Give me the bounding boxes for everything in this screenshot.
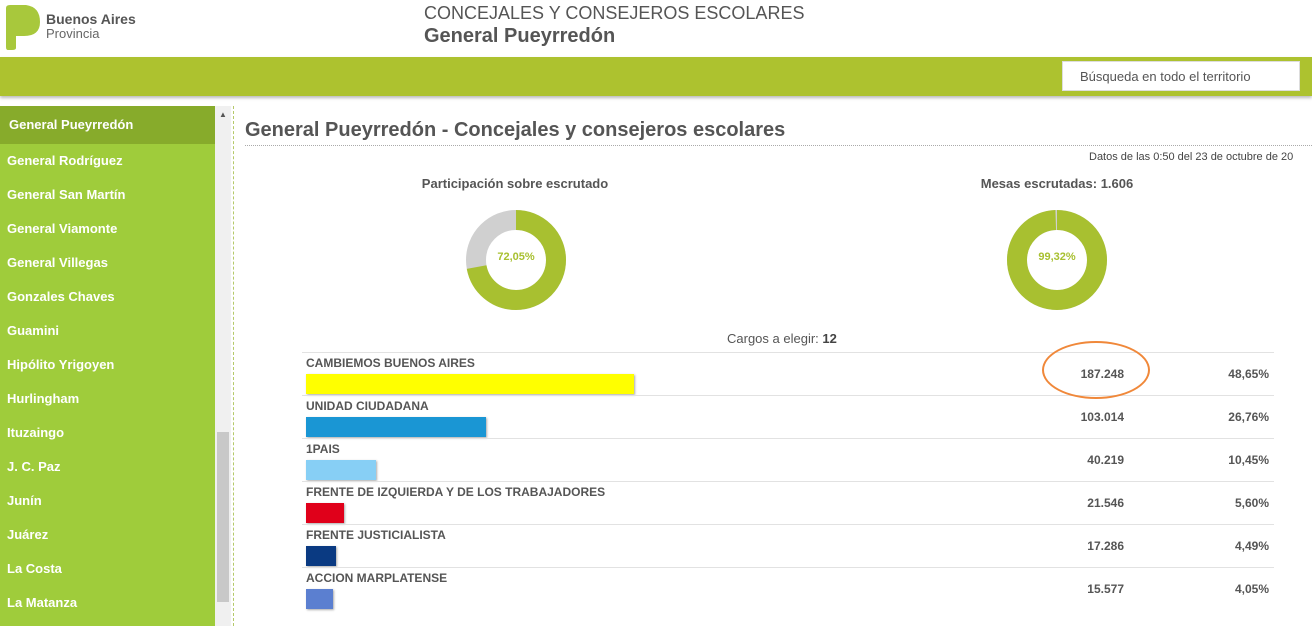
scroll-up-icon[interactable]: ▲ bbox=[219, 110, 227, 119]
party-row: FRENTE JUSTICIALISTA 17.286 4,49% bbox=[302, 524, 1274, 567]
search-territory-button[interactable]: Búsqueda en todo el territorio bbox=[1062, 61, 1300, 91]
party-name: FRENTE JUSTICIALISTA bbox=[306, 528, 446, 542]
party-percent: 5,60% bbox=[1234, 496, 1269, 510]
brand-name: Buenos Aires bbox=[46, 11, 136, 27]
party-row: ACCION MARPLATENSE 15.577 4,05% bbox=[302, 567, 1274, 610]
header: Buenos Aires Provincia CONCEJALES Y CONS… bbox=[0, 0, 1312, 57]
party-name: FRENTE DE IZQUIERDA Y DE LOS TRABAJADORE… bbox=[306, 485, 606, 499]
title-divider bbox=[245, 145, 1312, 146]
party-percent: 26,76% bbox=[1228, 410, 1269, 424]
header-title: CONCEJALES Y CONSEJEROS ESCOLARES bbox=[424, 3, 805, 23]
sidebar-item[interactable]: Ituzaingo bbox=[7, 425, 65, 440]
sidebar: General Pueyrredón General Rodríguez Gener… bbox=[0, 106, 215, 626]
header-subtitle: General Pueyrredón bbox=[424, 25, 616, 47]
cargos-label: Cargos a elegir: bbox=[727, 331, 819, 346]
sidebar-item[interactable]: Junín bbox=[7, 493, 42, 508]
party-row: UNIDAD CIUDADANA 103.014 26,76% bbox=[302, 395, 1274, 438]
sidebar-item[interactable]: Juárez bbox=[7, 527, 49, 542]
sidebar-item[interactable]: General Villegas bbox=[7, 255, 108, 270]
party-bar bbox=[306, 417, 487, 437]
party-votes: 15.577 bbox=[1087, 582, 1124, 596]
party-bar bbox=[306, 460, 377, 480]
sidebar-item[interactable]: Guamini bbox=[7, 323, 60, 338]
participation-arc bbox=[466, 210, 566, 310]
sidebar-item[interactable]: Gonzales Chaves bbox=[7, 289, 115, 304]
party-percent: 4,49% bbox=[1234, 539, 1269, 553]
party-name: CAMBIEMOS BUENOS AIRES bbox=[306, 356, 475, 370]
party-name: 1PAIS bbox=[306, 442, 340, 456]
party-votes: 17.286 bbox=[1087, 539, 1124, 553]
mesas-donut: 99,32% bbox=[1007, 210, 1107, 310]
update-timestamp: Datos de las 0:50 del 23 de octubre de 2… bbox=[1089, 151, 1294, 163]
sidebar-scrollbar[interactable]: ▲ bbox=[215, 106, 231, 626]
sidebar-item[interactable]: General San Martín bbox=[7, 187, 126, 202]
sidebar-item[interactable]: General Pueyrredón bbox=[0, 106, 215, 144]
sidebar-item[interactable]: La Costa bbox=[7, 561, 62, 576]
party-bar bbox=[306, 374, 634, 394]
sidebar-item[interactable]: General Rodríguez bbox=[7, 153, 123, 168]
divider bbox=[233, 106, 234, 626]
party-votes: 103.014 bbox=[1080, 410, 1124, 424]
mesas-title: Mesas escrutadas: 1.606 bbox=[980, 176, 1134, 191]
participation-title: Participación sobre escrutado bbox=[421, 176, 609, 191]
sidebar-item[interactable]: J. C. Paz bbox=[7, 459, 61, 474]
sidebar-item[interactable]: Hipólito Yrigoyen bbox=[7, 357, 115, 372]
party-percent: 10,45% bbox=[1228, 453, 1269, 467]
sidebar-item[interactable]: La Matanza bbox=[7, 595, 78, 610]
party-bar bbox=[306, 503, 344, 523]
scrollbar-thumb[interactable] bbox=[217, 432, 229, 602]
party-bar bbox=[306, 546, 337, 566]
party-votes: 40.219 bbox=[1087, 453, 1124, 467]
party-name: UNIDAD CIUDADANA bbox=[306, 399, 429, 413]
mesas-arc bbox=[1007, 210, 1107, 310]
participation-donut: 72,05% bbox=[466, 210, 566, 310]
party-name: ACCION MARPLATENSE bbox=[306, 571, 448, 585]
mesas-value: 99,32% bbox=[1038, 251, 1076, 263]
sidebar-item[interactable]: Hurlingham bbox=[7, 391, 80, 406]
highlight-annotation bbox=[1042, 341, 1150, 399]
party-bar bbox=[306, 589, 334, 609]
party-percent: 48,65% bbox=[1228, 367, 1269, 381]
party-row: FRENTE DE IZQUIERDA Y DE LOS TRABAJADORE… bbox=[302, 481, 1274, 524]
party-row: 1PAIS 40.219 10,45% bbox=[302, 438, 1274, 481]
page-title: General Pueyrredón - Concejales y consej… bbox=[245, 119, 786, 141]
brand-sub: Provincia bbox=[46, 26, 100, 41]
participation-value: 72,05% bbox=[497, 251, 535, 263]
provincia-logo-icon bbox=[6, 5, 40, 50]
party-percent: 4,05% bbox=[1234, 582, 1269, 596]
cargos-value: 12 bbox=[822, 331, 837, 346]
party-votes: 21.546 bbox=[1087, 496, 1124, 510]
sidebar-item[interactable]: General Viamonte bbox=[7, 221, 118, 236]
cargos-a-elegir: Cargos a elegir: 12 bbox=[727, 331, 837, 346]
